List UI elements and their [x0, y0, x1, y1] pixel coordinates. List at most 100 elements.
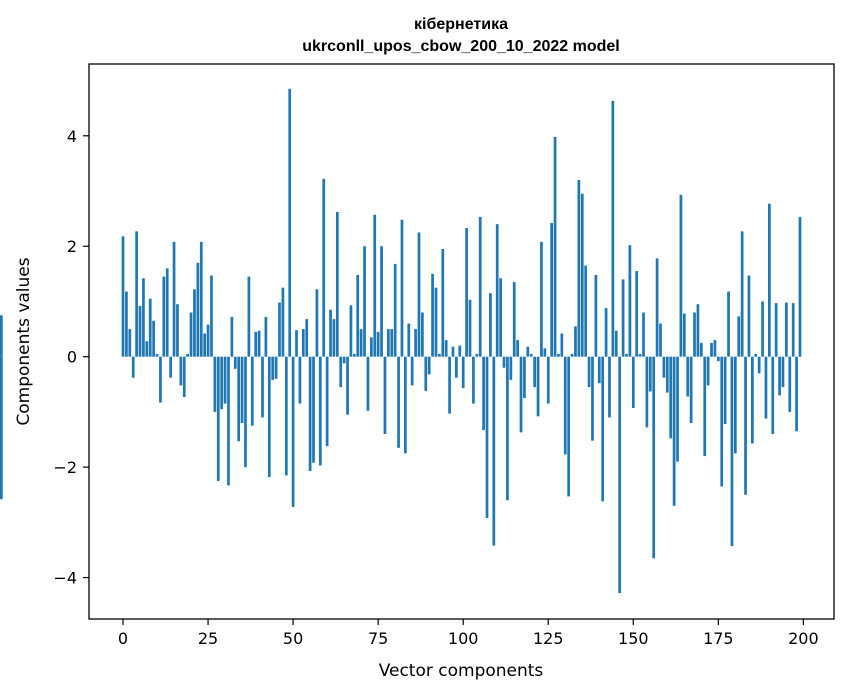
bar: [138, 305, 142, 357]
x-tick-label: 25: [198, 629, 218, 648]
bar: [553, 136, 557, 357]
bar: [169, 356, 172, 378]
bar: [451, 346, 455, 357]
bar: [128, 329, 132, 357]
bar: [203, 333, 207, 357]
bar: [264, 316, 268, 357]
bar: [465, 228, 468, 357]
y-tick-label: 0: [67, 348, 77, 367]
bar: [458, 345, 462, 357]
bar: [155, 353, 159, 357]
chart-title: кібернетика: [414, 16, 508, 33]
bar: [502, 356, 506, 368]
y-tick-label: 2: [67, 237, 77, 256]
bar: [414, 329, 417, 357]
bar: [179, 356, 183, 386]
bar: [478, 216, 482, 357]
bar: [628, 245, 632, 357]
bar: [125, 291, 128, 357]
bar: [764, 356, 768, 419]
bar: [696, 304, 700, 357]
bar: [727, 291, 730, 357]
bar: [342, 356, 346, 364]
bar: [747, 275, 751, 357]
bar: [757, 356, 761, 374]
bar: [216, 356, 220, 481]
bar: [335, 212, 339, 357]
y-tick-label: 4: [67, 127, 77, 146]
bar: [778, 356, 781, 396]
bar: [329, 309, 332, 357]
bar: [455, 356, 458, 378]
bar: [672, 356, 676, 506]
bar: [519, 356, 523, 433]
bar: [631, 356, 635, 409]
bar: [404, 356, 407, 454]
bar: [159, 356, 162, 403]
bar: [689, 356, 693, 423]
bar: [744, 356, 747, 495]
bar: [645, 356, 649, 428]
bar: [771, 356, 775, 434]
bar: [618, 356, 622, 594]
bar: [563, 356, 567, 455]
bar: [550, 223, 554, 357]
bar: [172, 241, 176, 357]
y-axis: −4 −2 0 2 4: [53, 127, 89, 588]
bar: [594, 274, 598, 357]
bar: [604, 308, 608, 357]
bar: [162, 276, 166, 357]
bar: [516, 340, 519, 357]
bar: [325, 356, 329, 447]
bar: [410, 356, 414, 386]
y-tick-label: −2: [53, 458, 77, 477]
bar: [662, 356, 666, 378]
bar: [475, 353, 479, 357]
bar: [699, 342, 703, 357]
y-tick-label: −4: [53, 569, 77, 588]
bar: [223, 356, 227, 404]
bar: [271, 356, 275, 380]
bar: [148, 298, 152, 357]
bar: [642, 312, 645, 357]
x-axis-label: Vector components: [379, 661, 544, 681]
bar: [438, 353, 441, 357]
bar: [716, 356, 720, 362]
bar: [703, 356, 707, 457]
bar: [230, 316, 234, 357]
bar: [145, 341, 149, 357]
bar: [791, 303, 795, 357]
bar: [407, 323, 411, 357]
bar: [523, 356, 526, 399]
bar: [346, 356, 349, 415]
bar: [693, 312, 696, 357]
bar: [720, 356, 724, 487]
bar: [298, 356, 302, 404]
bar: [543, 348, 547, 357]
bar: [706, 356, 710, 386]
bar: [359, 329, 363, 357]
bar: [220, 356, 224, 410]
bar: [682, 313, 686, 357]
bar: [305, 319, 309, 357]
bar: [0, 356, 3, 500]
bar: [397, 356, 400, 448]
bar: [393, 263, 397, 357]
bar: [788, 356, 792, 412]
bar: [676, 356, 679, 462]
bar: [237, 356, 241, 442]
bar: [383, 356, 387, 434]
bar: [278, 302, 281, 357]
bar: [665, 356, 669, 393]
bar: [557, 353, 560, 357]
bar: [795, 356, 798, 432]
bar: [509, 356, 513, 380]
bar: [737, 316, 741, 357]
bar: [240, 356, 244, 423]
bar: [489, 293, 492, 357]
bar: [733, 356, 737, 454]
bar: [193, 289, 196, 357]
bar: [638, 353, 642, 357]
bar: [373, 214, 377, 357]
bar: [485, 356, 489, 518]
